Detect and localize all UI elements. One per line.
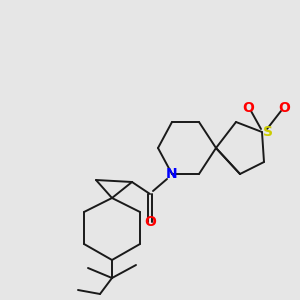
Text: S: S xyxy=(263,125,273,139)
Text: N: N xyxy=(166,167,178,181)
Text: O: O xyxy=(278,101,290,115)
Text: O: O xyxy=(242,101,254,115)
Text: O: O xyxy=(144,215,156,229)
